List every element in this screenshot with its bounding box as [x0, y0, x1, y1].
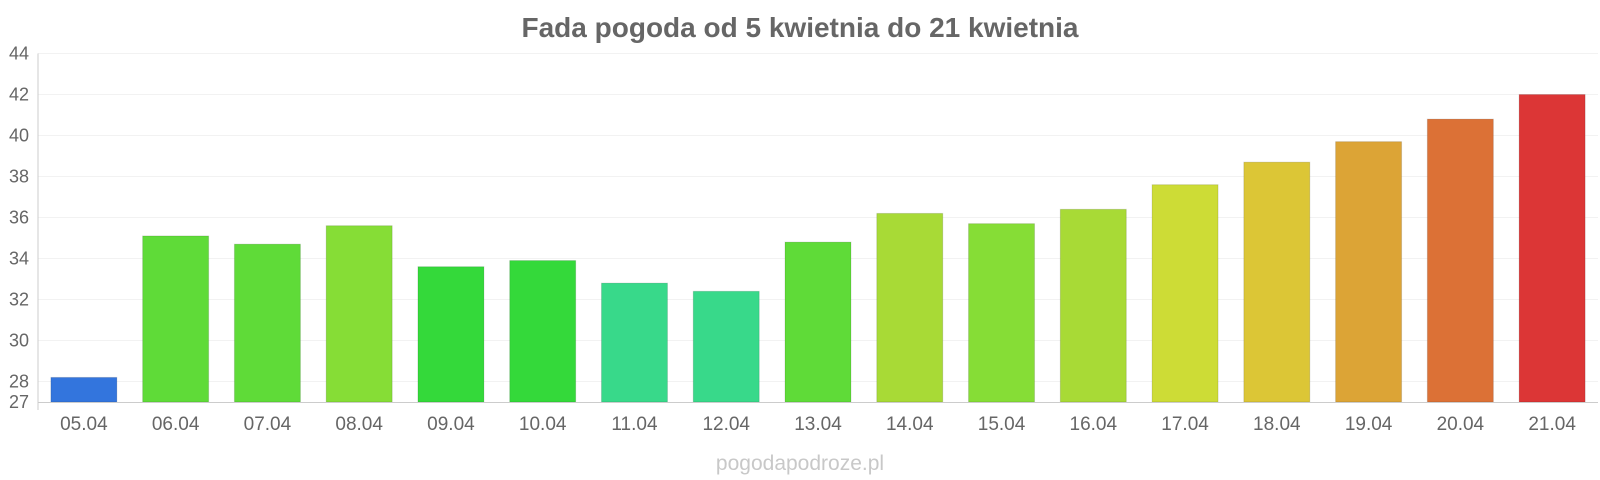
x-tick-label: 13.04 [794, 414, 842, 435]
x-tick-label: 21.04 [1528, 414, 1576, 435]
bar-08.04 [325, 225, 393, 403]
bar-10.04 [509, 260, 577, 403]
bar-12.04 [692, 290, 760, 403]
y-tick-label: 38 [9, 167, 29, 187]
x-tick-label: 20.04 [1437, 414, 1485, 435]
bar-18.04 [1243, 161, 1311, 403]
x-tick-label: 16.04 [1070, 414, 1118, 435]
x-tick-label: 17.04 [1161, 414, 1209, 435]
y-tick-label: 42 [9, 85, 29, 105]
y-tick-label: 44 [9, 44, 29, 64]
bar-15.04 [968, 223, 1036, 403]
x-tick-label: 08.04 [335, 414, 383, 435]
bar-07.04 [233, 243, 301, 403]
bar-21.04 [1518, 94, 1586, 403]
chart-title: Fada pogoda od 5 kwietnia do 21 kwietnia [522, 12, 1079, 43]
x-tick-label: 12.04 [702, 414, 750, 435]
bar-16.04 [1059, 208, 1127, 403]
x-tick-label: 05.04 [60, 414, 108, 435]
bar-17.04 [1151, 184, 1219, 403]
bar-20.04 [1426, 118, 1494, 403]
y-tick-label: 27 [9, 392, 29, 412]
x-tick-label: 10.04 [519, 414, 567, 435]
bar-14.04 [876, 212, 944, 403]
x-tick-label: 11.04 [611, 414, 658, 435]
bar-13.04 [784, 241, 852, 403]
x-tick-label: 14.04 [886, 414, 934, 435]
y-tick-label: 40 [9, 126, 29, 146]
x-axis-ticks: 05.04 06.04 07.04 08.04 09.04 10.04 11.04 12.04… [60, 414, 1576, 435]
y-tick-label: 28 [9, 372, 29, 392]
bars [50, 94, 1586, 403]
x-tick-label: 15.04 [978, 414, 1026, 435]
x-tick-label: 06.04 [152, 414, 200, 435]
y-tick-label: 36 [9, 208, 29, 228]
x-tick-label: 19.04 [1345, 414, 1393, 435]
x-tick-label: 09.04 [427, 414, 475, 435]
x-tick-label: 07.04 [244, 414, 292, 435]
source-credit: pogodapodroze.pl [716, 452, 884, 475]
x-tick-label: 18.04 [1253, 414, 1301, 435]
bar-09.04 [417, 266, 485, 403]
bar-19.04 [1335, 141, 1403, 403]
y-tick-label: 34 [9, 249, 29, 269]
bar-05.04 [50, 376, 118, 403]
bar-06.04 [142, 235, 210, 403]
y-tick-label: 32 [9, 290, 29, 310]
bar-11.04 [600, 282, 668, 403]
y-tick-label: 30 [9, 331, 29, 351]
